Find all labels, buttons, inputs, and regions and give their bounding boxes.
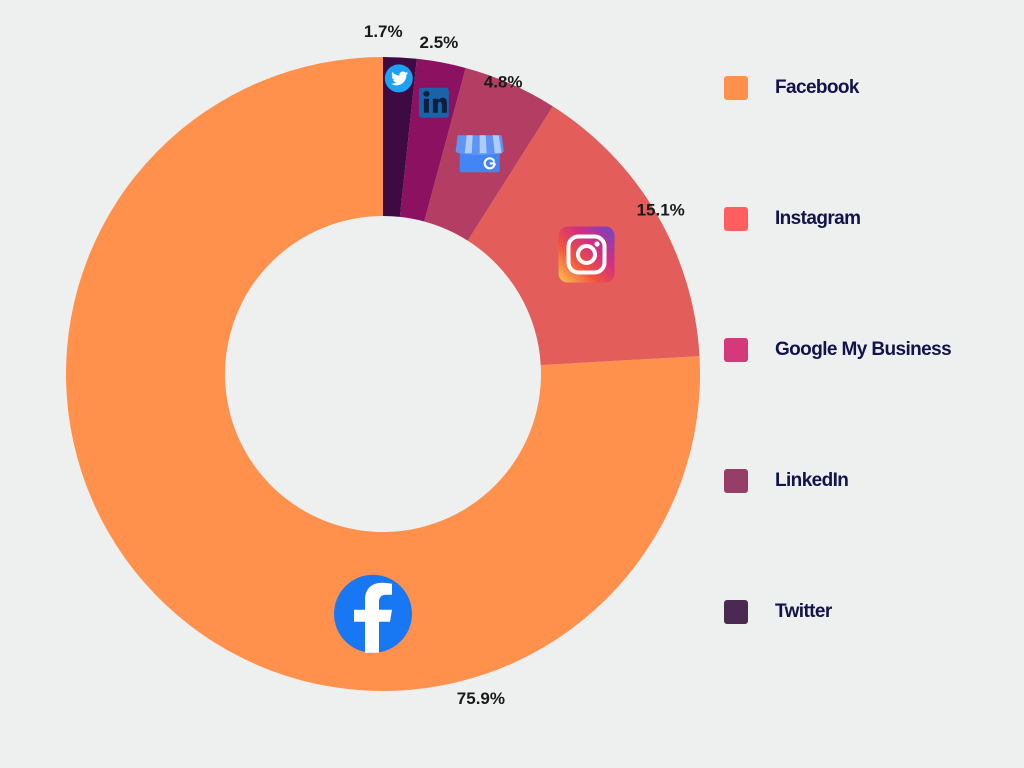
legend-swatch bbox=[724, 338, 748, 362]
legend-item-facebook: Facebook bbox=[724, 72, 1014, 104]
slice-twitter bbox=[383, 57, 417, 217]
legend-label: Google My Business bbox=[775, 339, 952, 360]
legend-swatch bbox=[724, 76, 748, 100]
chart-legend: Facebook Instagram Google My Business Li… bbox=[724, 72, 1014, 628]
slice-icons bbox=[334, 64, 615, 653]
legend-swatch bbox=[724, 469, 748, 493]
value-label-twitter: 1.7% bbox=[364, 22, 403, 41]
legend-label: Instagram bbox=[775, 208, 861, 229]
linkedin-logo-icon bbox=[418, 87, 449, 118]
slice-facebook bbox=[66, 57, 700, 691]
slice-linkedin bbox=[399, 58, 466, 222]
legend-item-google-my-business: Google My Business bbox=[724, 334, 1014, 366]
value-label-instagram: 15.1% bbox=[637, 200, 685, 219]
legend-label: Facebook bbox=[775, 77, 860, 98]
legend-swatch bbox=[724, 600, 748, 624]
twitter-logo-icon bbox=[384, 64, 413, 93]
legend-item-linkedin: LinkedIn bbox=[724, 465, 1014, 497]
value-label-facebook: 75.9% bbox=[457, 689, 505, 708]
slice-labels: 75.9% 15.1% 4.8% 2.5% 1.7% bbox=[364, 22, 685, 708]
instagram-logo-icon bbox=[558, 226, 615, 283]
legend-item-instagram: Instagram bbox=[724, 203, 1014, 235]
legend-swatch bbox=[724, 207, 748, 231]
legend-label: LinkedIn bbox=[775, 470, 849, 491]
facebook-logo-icon bbox=[334, 574, 412, 653]
legend-label: Twitter bbox=[775, 601, 832, 622]
value-label-google-my-business: 4.8% bbox=[484, 72, 523, 91]
google-my-business-icon bbox=[455, 135, 504, 173]
value-label-linkedin: 2.5% bbox=[420, 33, 459, 52]
legend-item-twitter: Twitter bbox=[724, 596, 1014, 628]
